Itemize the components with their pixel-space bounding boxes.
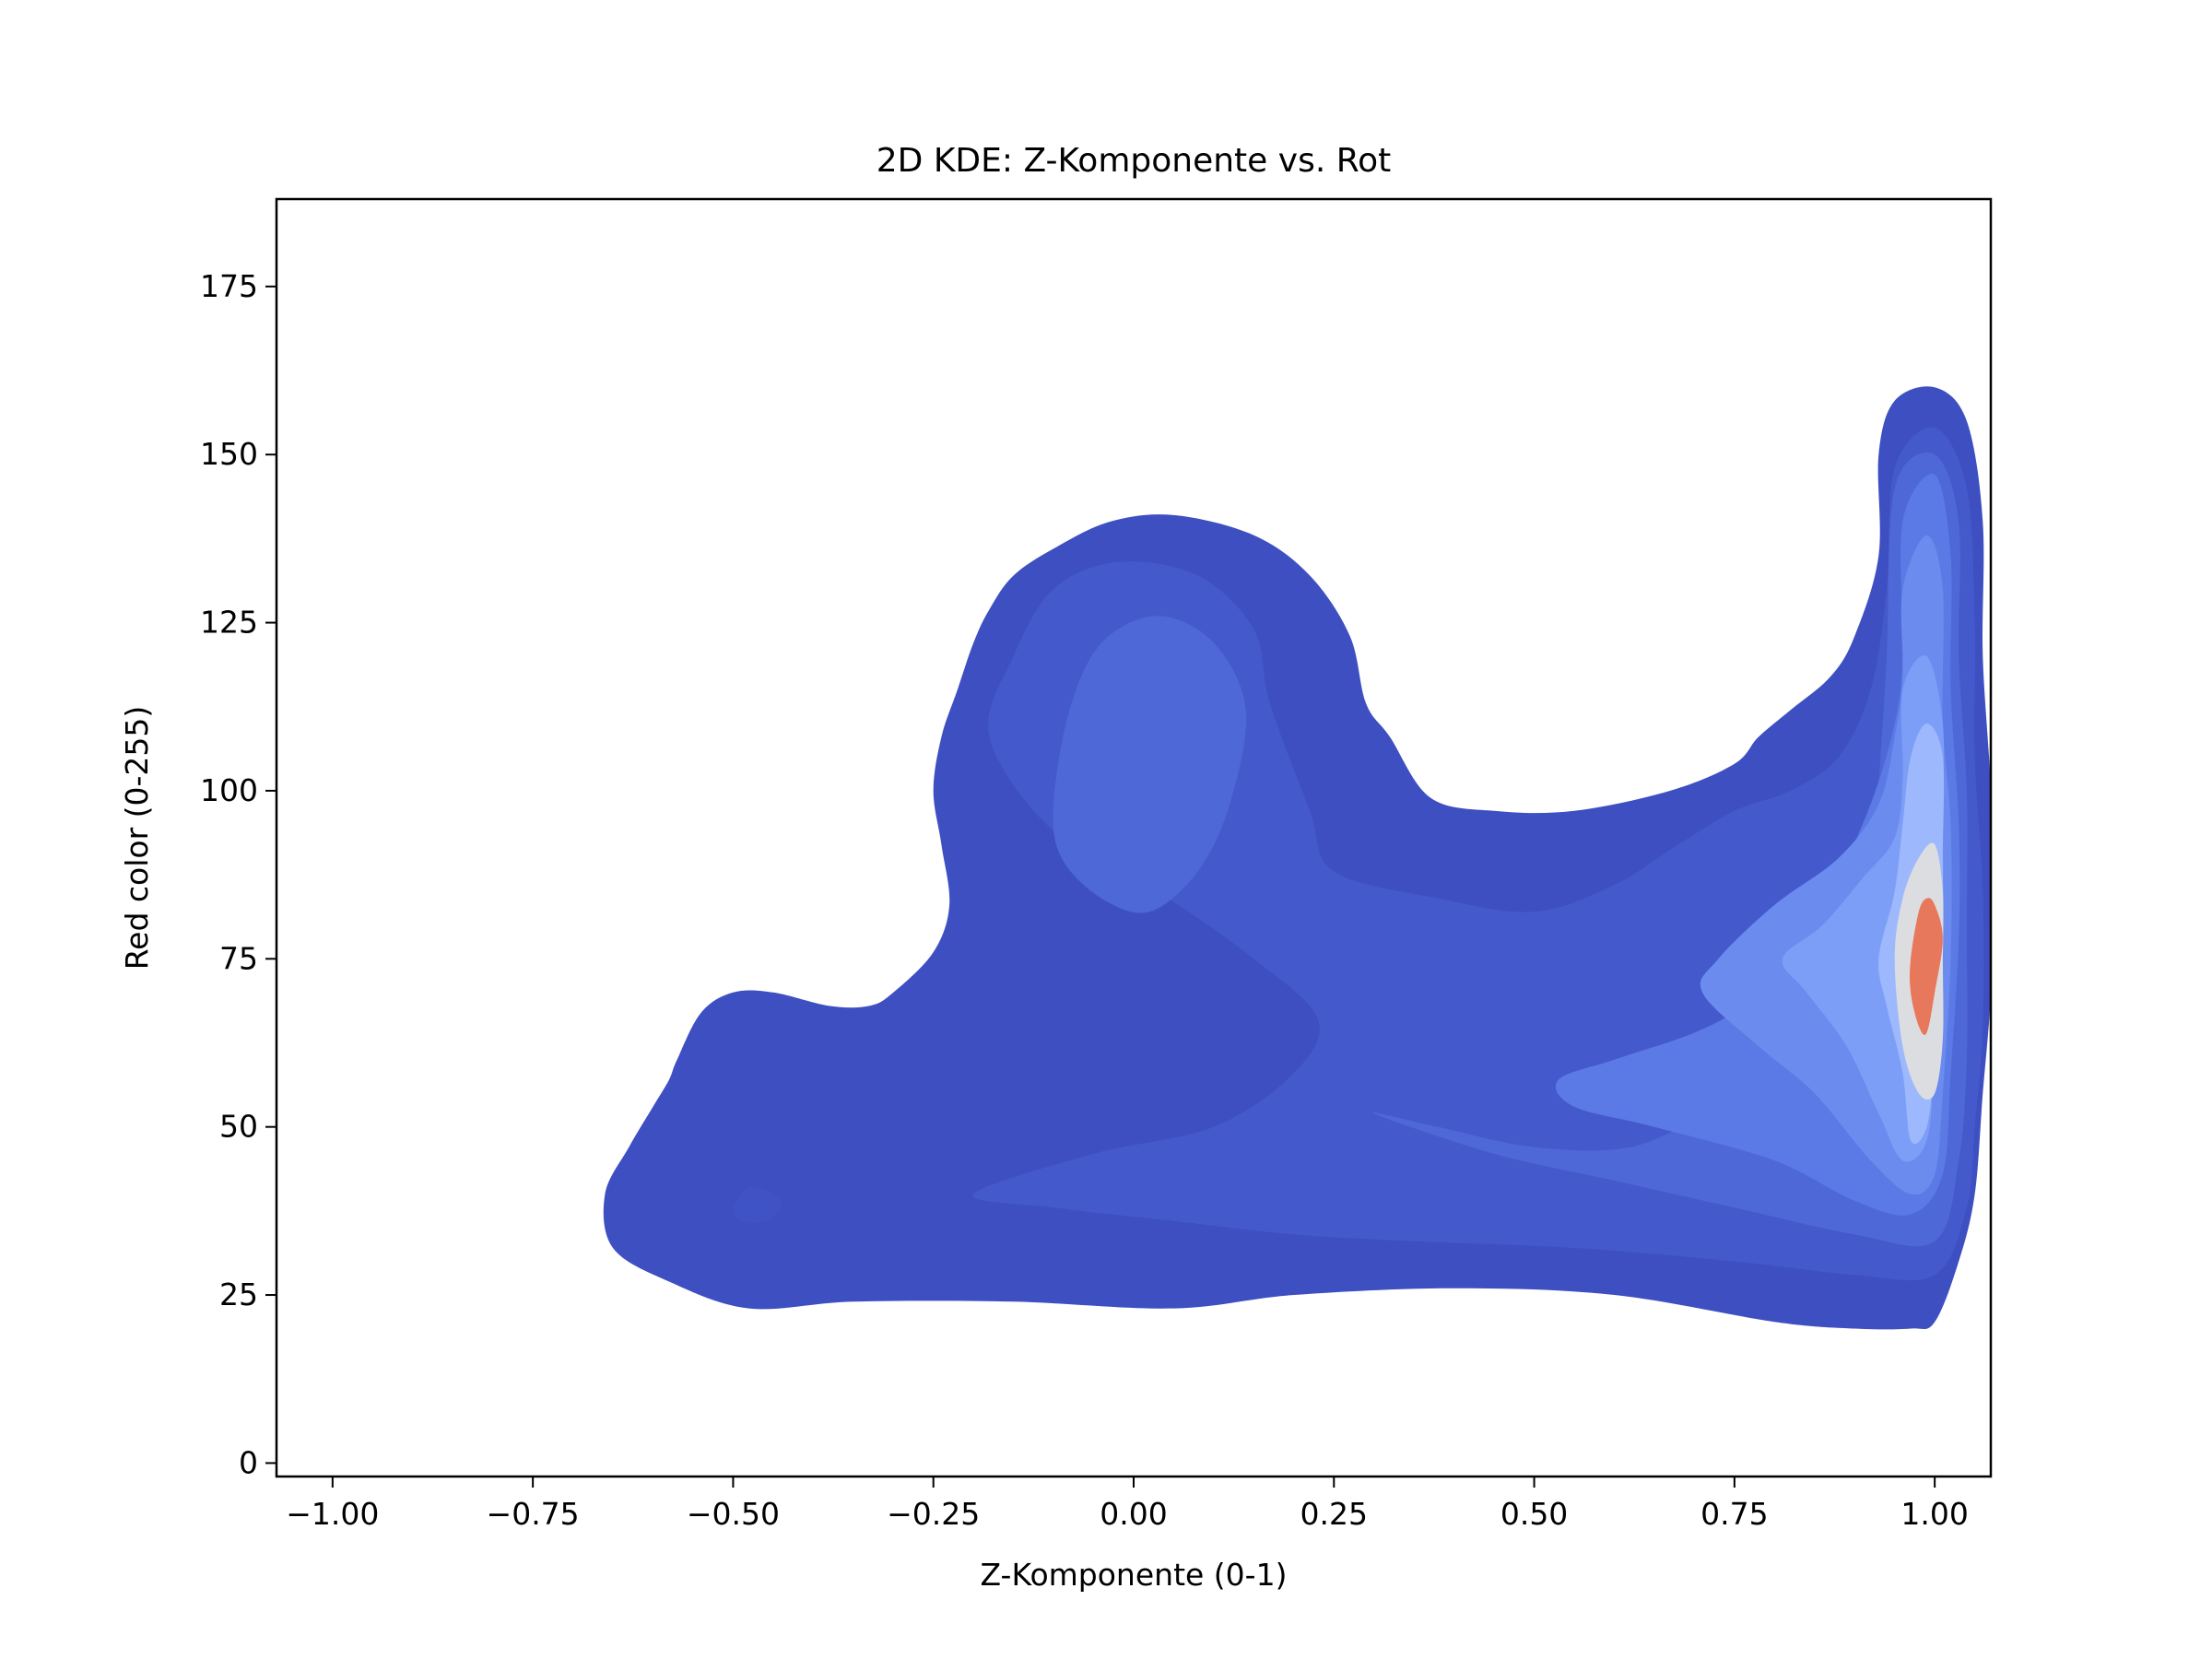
y-tick-label: 0 [239, 1444, 258, 1480]
y-axis-label: Red color (0-255) [119, 706, 155, 971]
y-tick-label: 75 [219, 940, 258, 976]
y-tick-label: 100 [200, 772, 258, 808]
x-tick-label: 0.00 [1100, 1496, 1167, 1532]
y-axis-ticks: 0 25 50 75 100 125 150 175 [200, 268, 276, 1481]
x-tick-label: 0.50 [1500, 1496, 1568, 1532]
x-tick-label: −0.25 [887, 1496, 980, 1532]
x-axis-ticks: −1.00 −0.75 −0.50 −0.25 0.00 0.25 0.50 0.75 1.00 [286, 1477, 1969, 1532]
y-tick-label: 50 [219, 1109, 258, 1145]
chart-title: 2D KDE: Z-Komponente vs. Rot [877, 142, 1392, 180]
y-tick-label: 25 [219, 1277, 258, 1312]
x-tick-label: −0.75 [487, 1496, 580, 1532]
x-tick-label: 0.75 [1700, 1496, 1768, 1532]
x-tick-label: −0.50 [687, 1496, 780, 1532]
y-tick-label: 175 [200, 268, 258, 304]
x-tick-label: 1.00 [1900, 1496, 1968, 1532]
x-tick-label: 0.25 [1300, 1496, 1368, 1532]
x-tick-label: −1.00 [286, 1496, 379, 1532]
y-tick-label: 150 [200, 436, 258, 472]
kde-contour-layer [604, 386, 1992, 1329]
x-axis-label: Z-Komponente (0-1) [981, 1557, 1288, 1593]
y-tick-label: 125 [200, 605, 258, 641]
